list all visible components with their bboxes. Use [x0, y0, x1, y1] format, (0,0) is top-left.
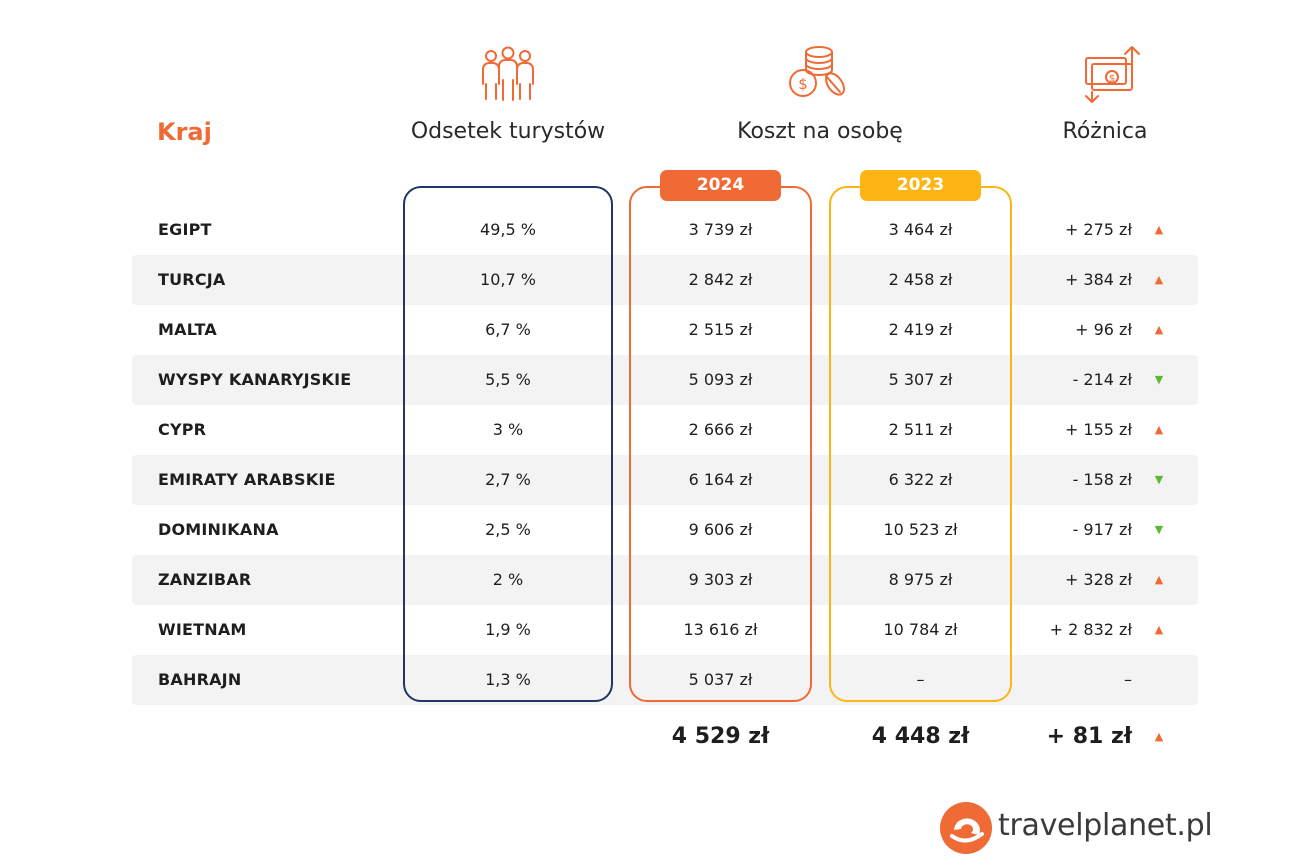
cost-2023-value: 8 975 zł: [888, 570, 953, 589]
cost-2024-value: 13 616 zł: [683, 620, 758, 639]
trend-up-icon: ▲: [1154, 273, 1164, 286]
table-row: CYPR 3 % 2 666 zł 2 511 zł + 155 zł ▲: [132, 405, 1198, 455]
country-name: ZANZIBAR: [158, 570, 252, 589]
cost-2024-value: 5 093 zł: [688, 370, 753, 389]
share-value: 1,3 %: [485, 670, 531, 689]
table-row: MALTA 6,7 % 2 515 zł 2 419 zł + 96 zł ▲: [132, 305, 1198, 355]
table-row: EMIRATY ARABSKIE 2,7 % 6 164 zł 6 322 zł…: [132, 455, 1198, 505]
table-row: WIETNAM 1,9 % 13 616 zł 10 784 zł + 2 83…: [132, 605, 1198, 655]
table-row: WYSPY KANARYJSKIE 5,5 % 5 093 zł 5 307 z…: [132, 355, 1198, 405]
trend-down-icon: ▼: [1154, 473, 1164, 486]
trend-up-icon: ▲: [1154, 573, 1164, 586]
svg-text:$: $: [798, 75, 808, 93]
country-name: MALTA: [158, 320, 217, 339]
travelplanet-logo-mark: [940, 802, 992, 854]
difference-value: - 158 zł: [1072, 470, 1132, 489]
cost-2024-value: 9 303 zł: [688, 570, 753, 589]
share-value: 2 %: [492, 570, 524, 589]
cost-2023-value: 6 322 zł: [888, 470, 953, 489]
table-row: BAHRAJN 1,3 % 5 037 zł – –: [132, 655, 1198, 705]
share-column-frame: [403, 186, 613, 702]
cost-2023-value: 2 419 zł: [888, 320, 953, 339]
trend-down-icon: ▼: [1154, 373, 1164, 386]
year-2024-badge: 2024: [660, 170, 781, 201]
cost-2023-column-frame: [829, 186, 1012, 702]
trend-up-icon: ▲: [1154, 323, 1164, 336]
cost-2024-column-frame: [629, 186, 812, 702]
share-value: 10,7 %: [480, 270, 536, 289]
money-exchange-icon: $: [1085, 46, 1140, 103]
difference-value: –: [1124, 670, 1132, 689]
cost-2023-value: 3 464 zł: [888, 220, 953, 239]
cost-2024-value: 2 515 zł: [688, 320, 753, 339]
trend-down-icon: ▼: [1154, 523, 1164, 536]
share-value: 1,9 %: [485, 620, 531, 639]
trend-up-icon: ▲: [1154, 423, 1164, 436]
cost-2023-value: 5 307 zł: [888, 370, 953, 389]
share-value: 2,7 %: [485, 470, 531, 489]
share-value: 49,5 %: [480, 220, 536, 239]
share-value: 6,7 %: [485, 320, 531, 339]
svg-text:$: $: [1109, 74, 1115, 85]
travelplanet-logo: travelplanet.pl: [938, 800, 1213, 856]
country-name: CYPR: [158, 420, 207, 439]
country-header: Kraj: [157, 118, 212, 146]
total-cost-2023: 4 448 zł: [871, 724, 970, 749]
difference-value: - 214 zł: [1072, 370, 1132, 389]
cost-2024-value: 2 666 zł: [688, 420, 753, 439]
country-name: EMIRATY ARABSKIE: [158, 470, 336, 489]
share-value: 3 %: [492, 420, 524, 439]
country-name: BAHRAJN: [158, 670, 242, 689]
total-difference: + 81 zł: [1046, 724, 1132, 749]
difference-value: + 384 zł: [1064, 270, 1132, 289]
country-name: WYSPY KANARYJSKIE: [158, 370, 352, 389]
cost-2023-value: –: [916, 670, 925, 689]
coins-icon: $: [789, 46, 845, 97]
country-name: WIETNAM: [158, 620, 247, 639]
country-name: TURCJA: [158, 270, 226, 289]
cost-2024-value: 5 037 zł: [688, 670, 753, 689]
difference-value: + 96 zł: [1075, 320, 1132, 339]
share-value: 2,5 %: [485, 520, 531, 539]
cost-2023-value: 2 458 zł: [888, 270, 953, 289]
difference-value: - 917 zł: [1072, 520, 1132, 539]
people-group-icon: [482, 46, 534, 101]
cost-header: Koszt na osobę: [737, 119, 903, 144]
trend-up-icon: ▲: [1154, 223, 1164, 236]
difference-value: + 2 832 zł: [1049, 620, 1132, 639]
cost-2024-value: 6 164 zł: [688, 470, 753, 489]
cost-2024-value: 9 606 zł: [688, 520, 753, 539]
table-row: EGIPT 49,5 % 3 739 zł 3 464 zł + 275 zł …: [132, 205, 1198, 255]
cost-2023-value: 10 784 zł: [883, 620, 958, 639]
cost-2023-value: 10 523 zł: [883, 520, 958, 539]
cost-2023-value: 2 511 zł: [888, 420, 953, 439]
difference-value: + 328 zł: [1064, 570, 1132, 589]
trend-up-icon: ▲: [1154, 730, 1164, 743]
table-row: ZANZIBAR 2 % 9 303 zł 8 975 zł + 328 zł …: [132, 555, 1198, 605]
difference-value: + 275 zł: [1064, 220, 1132, 239]
difference-header: Różnica: [1062, 119, 1148, 144]
table-row: DOMINIKANA 2,5 % 9 606 zł 10 523 zł - 91…: [132, 505, 1198, 555]
table-row: TURCJA 10,7 % 2 842 zł 2 458 zł + 384 zł…: [132, 255, 1198, 305]
share-value: 5,5 %: [485, 370, 531, 389]
difference-value: + 155 zł: [1064, 420, 1132, 439]
share-header: Odsetek turystów: [410, 119, 606, 144]
year-2023-badge: 2023: [860, 170, 981, 201]
country-name: EGIPT: [158, 220, 212, 239]
logo-text: travelplanet.pl: [998, 808, 1213, 843]
total-cost-2024: 4 529 zł: [671, 724, 770, 749]
country-name: DOMINIKANA: [158, 520, 279, 539]
cost-2024-value: 3 739 zł: [688, 220, 753, 239]
trend-up-icon: ▲: [1154, 623, 1164, 636]
cost-2024-value: 2 842 zł: [688, 270, 753, 289]
totals-row: 4 529 zł 4 448 zł + 81 zł ▲: [132, 712, 1198, 762]
